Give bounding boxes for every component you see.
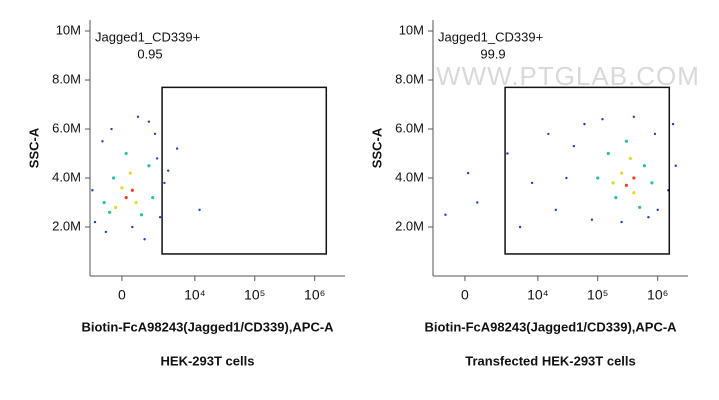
event-point (147, 120, 151, 123)
event-point (530, 181, 534, 185)
event-point (130, 188, 134, 192)
y-tick-label: 2.0M (395, 218, 424, 233)
event-point (624, 183, 628, 187)
event-point (120, 186, 124, 190)
event-point (158, 216, 162, 219)
event-point (124, 151, 128, 156)
event-point (650, 181, 654, 185)
x-tick-label: 10⁶ (647, 287, 668, 303)
event-point (653, 132, 657, 136)
event-point (547, 132, 550, 136)
y-tick-label: 4.0M (52, 169, 81, 184)
event-point (113, 205, 118, 210)
x-tick-label: 10⁴ (184, 287, 206, 303)
event-point (606, 151, 610, 156)
event-point (596, 176, 600, 180)
event-point (166, 169, 170, 172)
y-tick-label: 4.0M (395, 169, 424, 184)
y-axis-label: SSC-A (26, 127, 41, 168)
event-point (151, 196, 155, 200)
gate-label: Jagged1_CD339+ (95, 29, 200, 44)
event-point (476, 201, 479, 204)
watermark: WWW.PTGLAB.COM (436, 61, 700, 91)
event-point (91, 189, 94, 192)
gate (161, 86, 328, 255)
event-point (614, 196, 618, 200)
y-tick-label: 8.0M (52, 71, 81, 86)
y-tick-label: 2.0M (52, 218, 81, 233)
x-tick-label: 0 (461, 287, 469, 303)
gate-label: Jagged1_CD339+ (438, 29, 543, 44)
event-point (143, 238, 146, 241)
event-point (111, 176, 116, 180)
event-point (671, 122, 675, 126)
event-point (110, 127, 113, 131)
event-point (572, 144, 576, 148)
event-point (620, 220, 623, 224)
event-point (611, 181, 615, 185)
event-point (155, 157, 159, 160)
event-point (620, 171, 624, 175)
event-point (632, 176, 636, 180)
x-tick-label: 10⁵ (244, 287, 265, 303)
event-point (175, 147, 179, 150)
y-tick-label: 6.0M (52, 120, 81, 135)
event-point (147, 164, 151, 168)
event-point (139, 213, 144, 217)
event-point (93, 220, 97, 224)
y-tick-label: 10M (399, 22, 424, 37)
event-point (638, 205, 642, 210)
x-axis-label: Biotin-FcA98243(Jagged1/CD339),APC-A (81, 319, 334, 334)
y-axis-label: SSC-A (369, 127, 384, 168)
event-point (136, 115, 140, 118)
gate (504, 86, 671, 255)
event-point (131, 225, 134, 229)
y-tick-label: 6.0M (395, 120, 424, 135)
event-point (153, 132, 157, 136)
event-point (198, 208, 201, 212)
event-point (163, 181, 166, 185)
event-point (124, 196, 128, 200)
event-point (134, 200, 138, 205)
panel-title: HEK-293T cells (161, 353, 255, 368)
event-point (128, 171, 132, 175)
x-axis-label: Biotin-FcA98243(Jagged1/CD339),APC-A (424, 319, 677, 334)
event-point (101, 140, 104, 143)
event-point (590, 218, 594, 221)
event-point (647, 216, 650, 219)
y-tick-label: 8.0M (395, 71, 424, 86)
event-point (632, 115, 636, 118)
event-point (102, 200, 106, 205)
event-point (656, 208, 659, 212)
event-point (628, 156, 632, 161)
event-point (674, 164, 677, 167)
event-point (565, 176, 568, 180)
event-point (624, 139, 628, 143)
event-point (518, 225, 522, 229)
panel-title: Transfected HEK-293T cells (465, 353, 636, 368)
x-tick-label: 10⁵ (587, 287, 608, 303)
event-point (466, 171, 470, 175)
event-point (104, 230, 108, 234)
event-point (642, 164, 647, 168)
event-point (583, 122, 586, 126)
event-point (506, 152, 509, 155)
x-tick-label: 0 (118, 287, 126, 303)
event-point (601, 118, 604, 121)
event-point (632, 191, 636, 195)
gate-value: 99.9 (480, 46, 505, 61)
y-tick-label: 10M (56, 22, 81, 37)
gate-value: 0.95 (137, 46, 162, 61)
event-point (107, 210, 112, 214)
x-tick-label: 10⁶ (304, 287, 325, 303)
event-point (554, 208, 558, 212)
event-point (444, 213, 447, 216)
x-tick-label: 10⁴ (527, 287, 549, 303)
